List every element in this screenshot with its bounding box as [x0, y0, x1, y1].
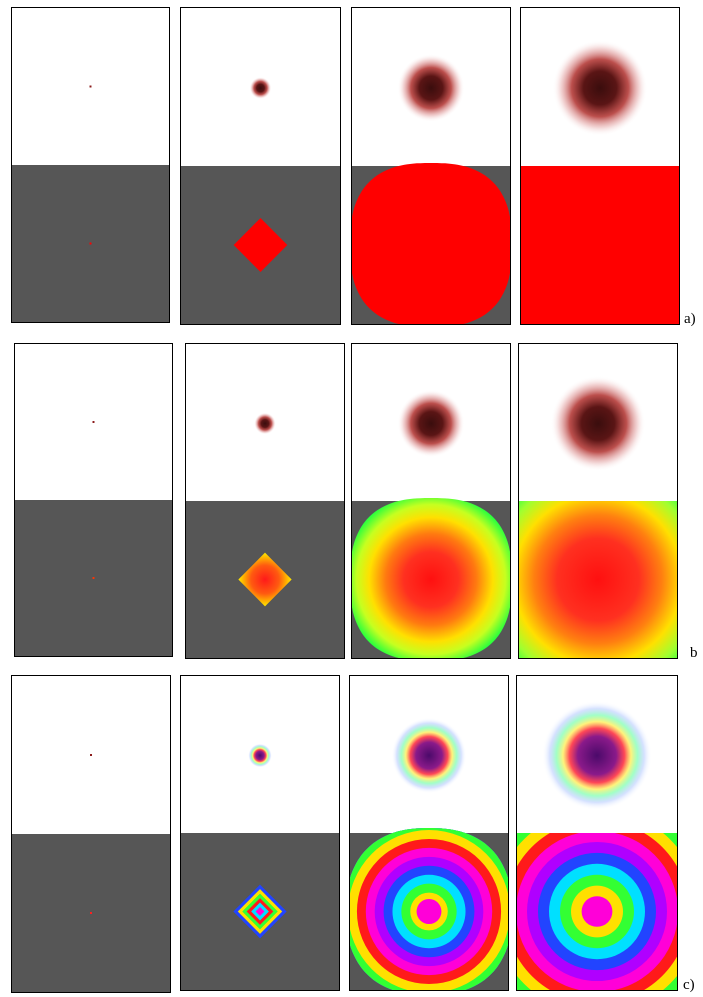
seed-dot [90, 754, 92, 756]
diamond-heat-region [238, 552, 292, 607]
density-blob [542, 700, 652, 811]
panel-c-3 [349, 675, 509, 991]
panel-a-2 [180, 7, 341, 325]
panel-a-2-figure [181, 77, 340, 324]
panel-a-3 [351, 7, 511, 325]
rounded-heat-region [352, 498, 510, 658]
row-label-c: c) [683, 977, 695, 993]
rounded-square-region [352, 163, 510, 324]
rounded-ring-region [350, 828, 508, 990]
seed-dot [89, 85, 92, 88]
full-ring-region [517, 833, 677, 990]
panel-a-1 [11, 7, 170, 323]
panel-c-2 [180, 675, 340, 991]
density-blob [249, 77, 272, 99]
panel-a-4-figure [521, 40, 679, 324]
panel-c-1-figure [12, 754, 170, 992]
panel-b-4 [518, 343, 678, 659]
density-blob [391, 717, 467, 794]
full-heat-region [519, 501, 677, 658]
panel-b-1-figure [15, 421, 172, 656]
density-blob [254, 412, 276, 435]
panel-a-4 [520, 7, 680, 325]
panel-b-2 [185, 343, 345, 659]
seed-dot-lower [89, 242, 92, 245]
density-blob [550, 375, 646, 472]
density-blob [397, 389, 465, 458]
diamond-ring [255, 907, 265, 916]
panel-c-4-figure [517, 700, 677, 990]
panel-b-3 [351, 343, 511, 659]
density-blob [552, 40, 648, 136]
diamond-region [233, 218, 288, 272]
panel-c-1 [11, 675, 171, 993]
panel-b-1 [14, 343, 173, 657]
panel-b-3-figure [352, 389, 510, 658]
ring-center [581, 896, 613, 927]
panel-a-1-figure [12, 85, 169, 322]
panel-c-3-figure [350, 717, 508, 990]
seed-dot-lower [92, 577, 95, 579]
row-label-b: b [690, 645, 698, 661]
seed-dot-lower [90, 912, 92, 914]
density-blob [397, 54, 465, 122]
ring-center [416, 898, 442, 925]
panel-a-3-figure [352, 54, 510, 324]
panel-b-2-figure [186, 412, 344, 658]
row-label-a: a) [684, 311, 696, 327]
panel-b-4-figure [519, 375, 677, 658]
panel-c-2-figure [181, 743, 339, 990]
panel-c-4 [516, 675, 678, 991]
seed-dot [92, 421, 95, 423]
density-blob [248, 743, 272, 768]
full-red-region [521, 166, 679, 324]
